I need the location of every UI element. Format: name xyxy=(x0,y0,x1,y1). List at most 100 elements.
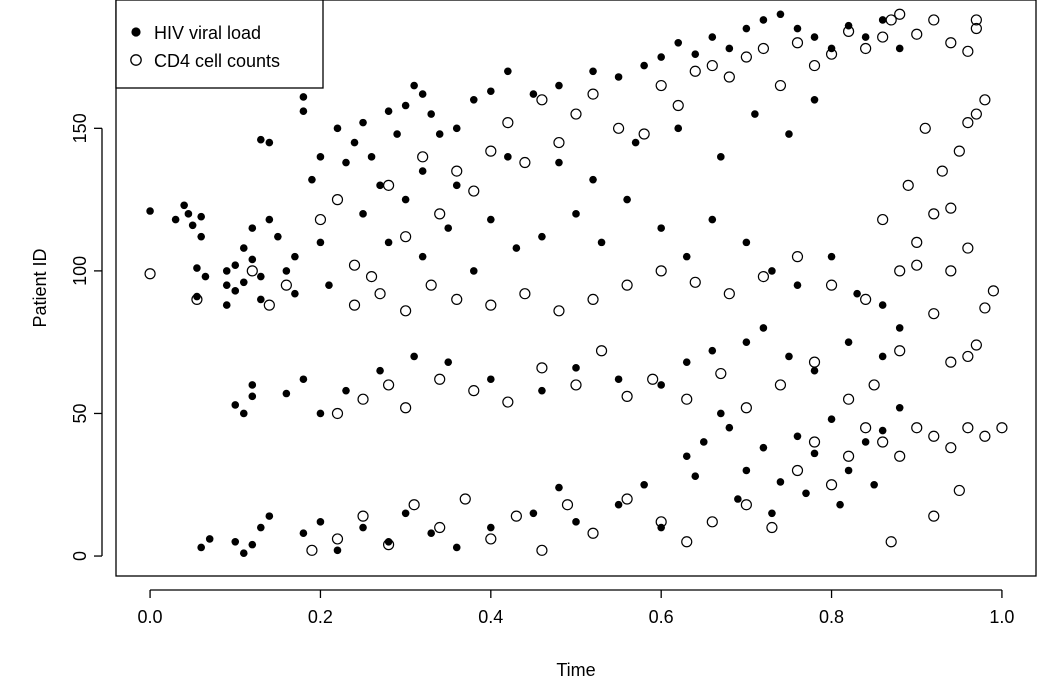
point-hiv-viral-load xyxy=(201,272,210,281)
point-hiv-viral-load xyxy=(316,518,325,526)
point-hiv-viral-load xyxy=(376,366,384,375)
point-cd4-cell-count xyxy=(928,14,940,26)
point-hiv-viral-load xyxy=(640,61,648,70)
point-cd4-cell-count xyxy=(945,442,957,454)
point-hiv-viral-load xyxy=(401,101,410,110)
point-hiv-viral-load xyxy=(248,255,257,264)
point-hiv-viral-load xyxy=(444,224,453,232)
point-cd4-cell-count xyxy=(860,42,872,55)
point-hiv-viral-load xyxy=(257,135,265,144)
point-hiv-viral-load xyxy=(861,438,870,446)
point-hiv-viral-load xyxy=(427,110,435,118)
point-hiv-viral-load xyxy=(529,90,538,98)
y-axis: 0 50 100 150 xyxy=(70,113,103,561)
x-axis-label: Time xyxy=(556,660,595,680)
point-cd4-cell-count xyxy=(911,236,923,248)
point-cd4-cell-count xyxy=(647,373,659,385)
point-cd4-cell-count xyxy=(612,122,625,134)
point-hiv-viral-load xyxy=(299,529,308,538)
point-cd4-cell-count xyxy=(945,356,957,368)
point-hiv-viral-load xyxy=(342,158,350,167)
point-cd4-cell-count xyxy=(502,396,514,408)
point-hiv-viral-load xyxy=(657,523,665,532)
point-hiv-viral-load xyxy=(265,138,274,147)
point-hiv-viral-load xyxy=(171,215,180,224)
point-cd4-cell-count xyxy=(791,37,804,49)
point-hiv-viral-load xyxy=(682,358,691,366)
point-hiv-viral-load xyxy=(393,130,401,138)
point-hiv-viral-load xyxy=(844,466,853,475)
point-cd4-cell-count xyxy=(408,499,420,511)
point-hiv-viral-load xyxy=(359,523,367,532)
point-cd4-cell-count xyxy=(970,14,982,26)
point-cd4-cell-count xyxy=(919,122,931,134)
point-hiv-viral-load xyxy=(614,500,623,509)
point-cd4-cell-count xyxy=(928,510,940,522)
point-cd4-cell-count xyxy=(962,117,974,129)
point-cd4-cell-count xyxy=(553,136,565,149)
legend-box xyxy=(115,0,324,89)
point-hiv-viral-load xyxy=(751,110,759,118)
point-cd4-cell-count xyxy=(655,265,667,277)
point-hiv-viral-load xyxy=(504,67,512,76)
point-hiv-viral-load xyxy=(810,96,819,104)
point-hiv-viral-load xyxy=(759,16,768,24)
point-hiv-viral-load xyxy=(376,181,384,190)
point-hiv-viral-load xyxy=(205,535,214,543)
point-hiv-viral-load xyxy=(359,118,367,127)
point-hiv-viral-load xyxy=(367,153,376,161)
point-hiv-viral-load xyxy=(699,438,708,446)
point-hiv-viral-load xyxy=(469,96,478,104)
point-hiv-viral-load xyxy=(682,252,691,261)
point-hiv-viral-load xyxy=(691,50,700,58)
point-cd4-cell-count xyxy=(451,165,463,177)
point-hiv-viral-load xyxy=(759,443,768,452)
point-cd4-cell-count xyxy=(451,293,463,306)
point-hiv-viral-load xyxy=(572,364,580,372)
point-cd4-cell-count xyxy=(860,422,872,434)
point-hiv-viral-load xyxy=(282,267,291,275)
x-axis: 0.0 0.2 0.4 0.6 0.8 1.0 xyxy=(138,589,1014,627)
point-hiv-viral-load xyxy=(452,181,461,190)
point-hiv-viral-load xyxy=(793,432,802,441)
point-hiv-viral-load xyxy=(257,295,265,304)
point-hiv-viral-load xyxy=(657,53,665,61)
point-cd4-cell-count xyxy=(570,108,582,120)
point-hiv-viral-load xyxy=(231,401,240,409)
point-cd4-cell-count xyxy=(962,350,974,363)
point-hiv-viral-load xyxy=(878,426,887,435)
point-cd4-cell-count xyxy=(400,231,412,243)
point-cd4-cell-count xyxy=(357,510,369,522)
point-cd4-cell-count xyxy=(945,37,957,49)
point-hiv-viral-load xyxy=(239,549,248,557)
point-cd4-cell-count xyxy=(996,422,1008,434)
point-cd4-cell-count xyxy=(953,145,965,157)
point-cd4-cell-count xyxy=(510,510,522,522)
point-cd4-cell-count xyxy=(382,539,395,551)
point-cd4-cell-count xyxy=(715,367,727,380)
point-hiv-viral-load xyxy=(184,210,193,218)
point-hiv-viral-load xyxy=(827,252,836,261)
point-hiv-viral-load xyxy=(682,452,691,461)
point-hiv-viral-load xyxy=(504,153,512,161)
point-hiv-viral-load xyxy=(589,67,597,76)
point-hiv-viral-load xyxy=(248,392,257,401)
point-hiv-viral-load xyxy=(614,73,623,81)
legend-marker-hiv xyxy=(131,27,141,37)
point-cd4-cell-count xyxy=(417,151,429,163)
point-cd4-cell-count xyxy=(689,65,701,77)
point-cd4-cell-count xyxy=(757,42,770,55)
point-cd4-cell-count xyxy=(382,179,395,191)
point-cd4-cell-count xyxy=(561,499,574,511)
point-hiv-viral-load xyxy=(257,523,265,532)
point-cd4-cell-count xyxy=(877,213,889,226)
point-cd4-cell-count xyxy=(808,59,821,72)
point-cd4-cell-count xyxy=(885,536,897,548)
point-cd4-cell-count xyxy=(434,208,446,220)
point-cd4-cell-count xyxy=(655,79,667,92)
point-hiv-viral-load xyxy=(435,130,444,138)
point-hiv-viral-load xyxy=(469,267,478,275)
point-cd4-cell-count xyxy=(348,299,361,311)
point-cd4-cell-count xyxy=(434,521,446,534)
point-cd4-cell-count xyxy=(774,379,787,391)
